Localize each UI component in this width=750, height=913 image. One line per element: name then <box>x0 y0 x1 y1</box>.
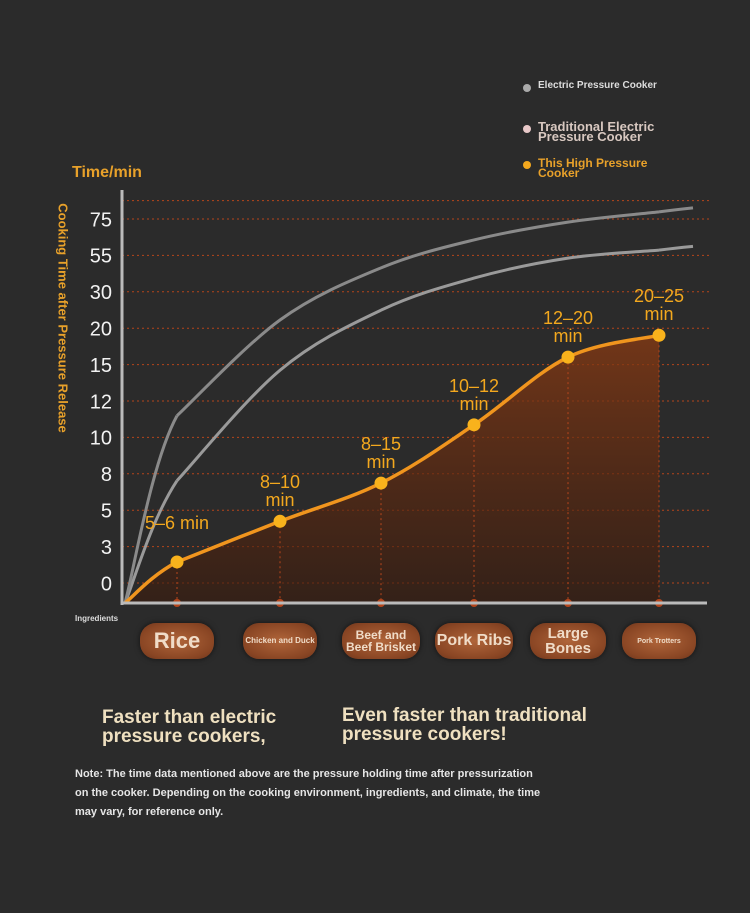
note: Note: The time data mentioned above are … <box>75 768 541 818</box>
y-tick-label: 15 <box>90 355 112 377</box>
legend-label: This High Pressure Cooker <box>538 156 648 180</box>
line <box>175 248 660 482</box>
y-tick-label: 20 <box>90 318 112 340</box>
slogan: Faster than electric pressure cookers, <box>102 707 277 747</box>
annotation: 8–10 min <box>259 472 301 511</box>
line-lead <box>123 415 179 604</box>
y-tick-label: 30 <box>90 282 112 304</box>
annotation: 8–15 min <box>360 434 402 473</box>
x-tick-label: Chicken and Duck <box>243 623 317 659</box>
annotation: 10–12 min <box>448 375 500 414</box>
line <box>175 210 660 417</box>
x-tick-label: Rice <box>140 623 214 659</box>
y-tick-label: 5 <box>101 500 112 522</box>
y-axis-title: Time/min <box>72 164 142 181</box>
point <box>170 555 184 569</box>
point <box>467 418 481 432</box>
legend-label: Electric Pressure Cooker <box>538 80 657 91</box>
line-tail <box>658 244 694 252</box>
y-tick-label: 12 <box>90 391 112 413</box>
x-tick-label: Large Bones <box>530 623 606 659</box>
x-tick-label: Pork Ribs <box>435 623 513 659</box>
y-tick-label: 0 <box>101 573 112 595</box>
y-tick-label: 55 <box>90 246 112 268</box>
point <box>273 514 287 528</box>
area <box>125 335 659 603</box>
annotation: 20–25 min <box>633 286 685 325</box>
line-lead <box>123 560 178 605</box>
legend-dot <box>523 84 531 92</box>
slogan: Even faster than traditional pressure co… <box>342 705 587 745</box>
y-axis-label: Cooking Time after Pressure Release <box>56 203 71 433</box>
x-tick-label: Beef and Beef Brisket <box>342 623 420 659</box>
y-tick-label: 10 <box>90 428 112 450</box>
point <box>374 476 388 490</box>
line-tail <box>658 206 694 214</box>
annotation: 12–20 min <box>542 308 594 347</box>
legend-dot <box>523 161 531 169</box>
x-axis-label: Ingredients <box>75 614 119 623</box>
point <box>561 350 575 364</box>
legend-label: Traditional Electric Pressure Cooker <box>538 119 655 144</box>
legend-dot <box>523 125 531 133</box>
y-tick-label: 3 <box>101 537 112 559</box>
annotation: 5–6 min <box>144 512 210 533</box>
point <box>652 328 666 342</box>
y-tick-label: 8 <box>101 464 112 486</box>
x-tick-label: Pork Trotters <box>622 623 696 659</box>
y-tick-label: 75 <box>90 209 112 231</box>
